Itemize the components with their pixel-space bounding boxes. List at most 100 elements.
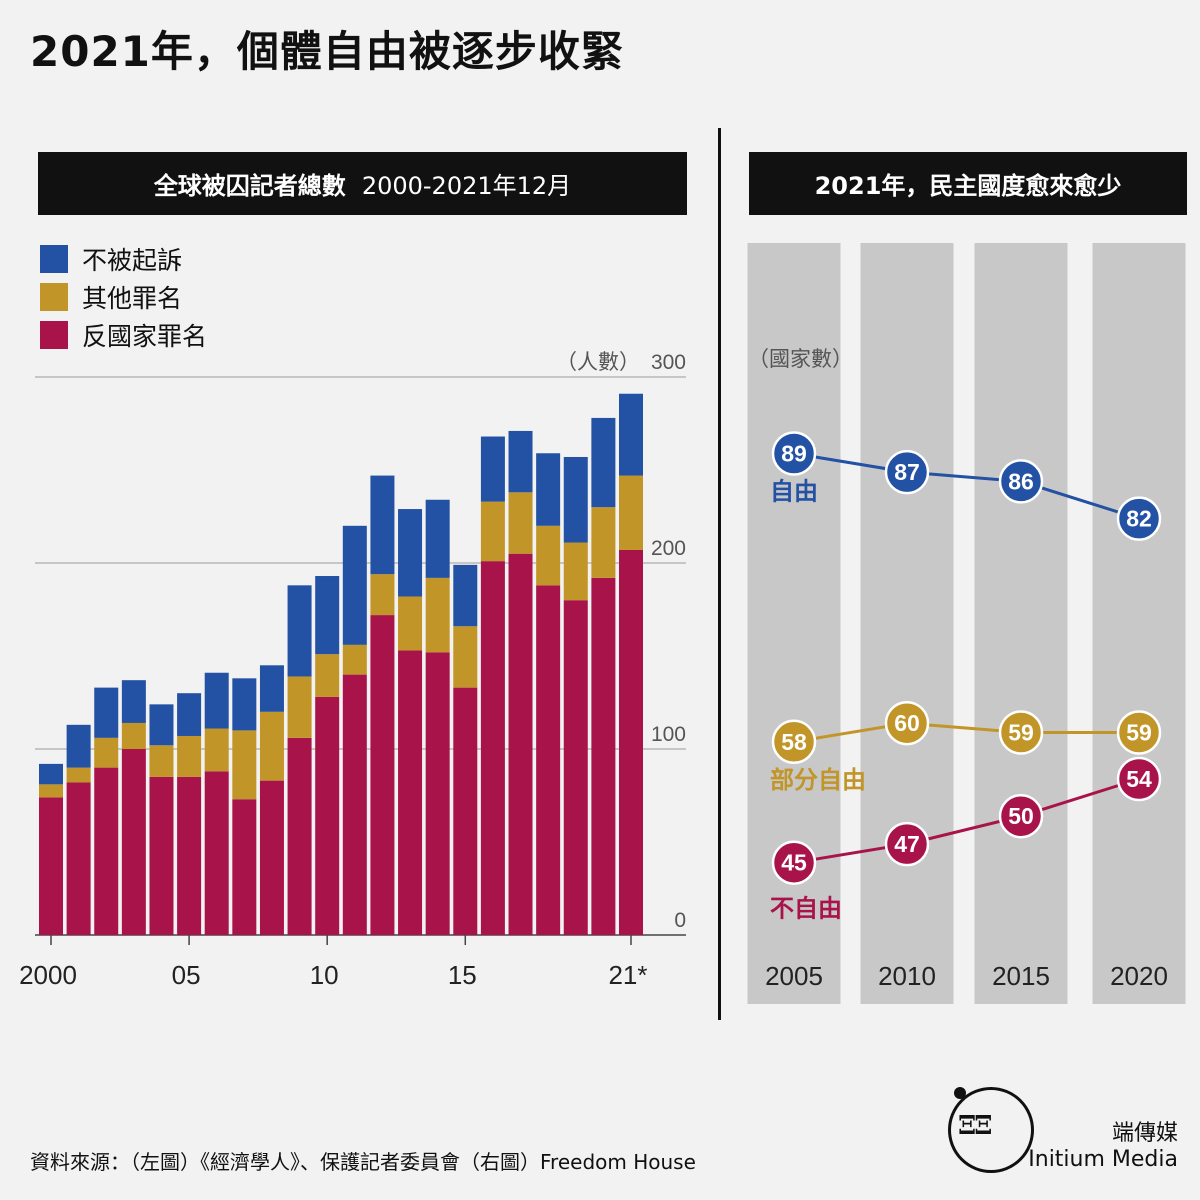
bar-segment xyxy=(480,501,505,562)
data-point xyxy=(1116,496,1162,541)
bar-segment xyxy=(121,722,146,749)
bar-segment xyxy=(563,456,588,543)
bar-segment xyxy=(204,728,229,772)
bar-segment xyxy=(94,737,119,768)
x-tick-label: 10 xyxy=(310,960,339,990)
bar-segment xyxy=(342,644,367,675)
data-point xyxy=(884,700,930,746)
x-tick-label: 21* xyxy=(608,960,647,990)
x-tick-label: 2000 xyxy=(19,960,77,990)
y-axis-unit: （國家數） xyxy=(748,348,853,371)
x-tick-label: 2010 xyxy=(878,961,936,991)
year-column xyxy=(1092,243,1186,1004)
x-tick-label: 15 xyxy=(448,960,477,990)
x-tick-label: 05 xyxy=(172,960,201,990)
bar-segment xyxy=(619,475,643,550)
source-note: 資料來源：（左圖）《經濟學人》、保護記者委員會（右圖）Freedom House xyxy=(30,1150,696,1174)
legend-swatch xyxy=(40,321,68,349)
logo-glyph: ΞΞ xyxy=(958,1111,993,1141)
series-label: 部分自由 xyxy=(770,766,866,794)
data-point xyxy=(1116,710,1162,755)
bar-segment xyxy=(342,674,367,935)
bar-segment xyxy=(453,687,478,935)
bar-segment xyxy=(591,577,616,935)
data-label: 45 xyxy=(781,850,807,876)
y-tick-label: 0 xyxy=(674,909,686,932)
bar-segment xyxy=(536,585,561,935)
bar-segment xyxy=(619,549,643,935)
bar-segment xyxy=(480,436,505,502)
data-label: 47 xyxy=(894,831,920,857)
bar-segment xyxy=(287,676,312,738)
data-point xyxy=(771,840,817,885)
bar-segment xyxy=(425,499,450,578)
right-chart-title: 2021年，民主國度愈來愈少 xyxy=(814,172,1122,200)
bar-segment xyxy=(370,574,395,616)
bar-segment xyxy=(425,652,450,935)
data-point xyxy=(998,710,1044,755)
bar-segment xyxy=(287,737,312,935)
year-column xyxy=(860,243,954,1004)
bar-segment xyxy=(39,763,63,785)
data-label: 58 xyxy=(781,729,807,755)
bar-segment xyxy=(39,784,63,798)
year-column xyxy=(974,243,1068,1004)
data-point xyxy=(884,821,930,867)
data-point xyxy=(771,719,817,765)
legend-label: 其他罪名 xyxy=(82,284,183,313)
y-axis-unit: （人數） xyxy=(556,351,640,374)
bar-segment xyxy=(149,745,174,777)
right-chart-header: 2021年，民主國度愈來愈少 xyxy=(749,152,1187,215)
bar-segment xyxy=(536,453,561,526)
bar-segment xyxy=(425,577,450,653)
bar-segment xyxy=(204,771,229,935)
bar-segment xyxy=(204,672,229,729)
x-tick-label: 2015 xyxy=(992,961,1050,991)
legend-swatch xyxy=(40,283,68,311)
bar-segment xyxy=(453,626,478,688)
left-chart-title: 全球被囚記者總數 xyxy=(153,172,346,200)
data-label: 59 xyxy=(1008,720,1034,746)
data-label: 87 xyxy=(894,459,920,485)
y-tick-label: 300 xyxy=(651,351,686,374)
bar-segment xyxy=(121,749,146,935)
series-line xyxy=(793,721,1139,744)
legend-item-anti-state: 反國家罪名 xyxy=(40,316,207,354)
bar-segment xyxy=(398,509,423,597)
legend-item-not-charged: 不被起訴 xyxy=(40,240,207,278)
bar-segment xyxy=(232,678,257,731)
bar-segment xyxy=(398,596,423,651)
brand-name-cn: 端傳媒 xyxy=(1111,1121,1178,1146)
data-label: 50 xyxy=(1008,803,1034,829)
series-label: 自由 xyxy=(770,478,818,506)
y-tick-label: 100 xyxy=(651,723,686,746)
series-line xyxy=(793,452,1140,521)
bar-segment xyxy=(177,776,202,935)
bar-segment xyxy=(94,687,119,738)
bar-segment xyxy=(563,542,588,601)
bar-segment xyxy=(66,782,91,935)
bar-segment xyxy=(453,564,478,627)
bar-segment xyxy=(177,693,202,736)
bar-segment xyxy=(619,393,643,476)
bar-segment xyxy=(177,735,202,777)
bar-segment xyxy=(232,799,257,935)
bar-segment xyxy=(480,561,505,935)
data-label: 59 xyxy=(1126,720,1152,746)
data-label: 89 xyxy=(781,441,807,467)
legend-item-other-charges: 其他罪名 xyxy=(40,278,207,316)
data-label: 82 xyxy=(1126,506,1152,532)
bar-segment xyxy=(259,665,284,712)
bar-segment xyxy=(232,730,257,800)
data-point xyxy=(771,431,817,476)
bar-segment xyxy=(39,797,63,935)
bar-segment xyxy=(591,417,616,508)
bar-segment xyxy=(315,576,340,655)
bar-segment xyxy=(66,724,91,768)
legend-label: 不被起訴 xyxy=(82,246,183,275)
legend-swatch xyxy=(40,245,68,273)
data-point xyxy=(1116,756,1162,802)
bar-segment xyxy=(370,615,395,935)
data-point xyxy=(998,459,1044,504)
x-tick-label: 2005 xyxy=(765,961,823,991)
